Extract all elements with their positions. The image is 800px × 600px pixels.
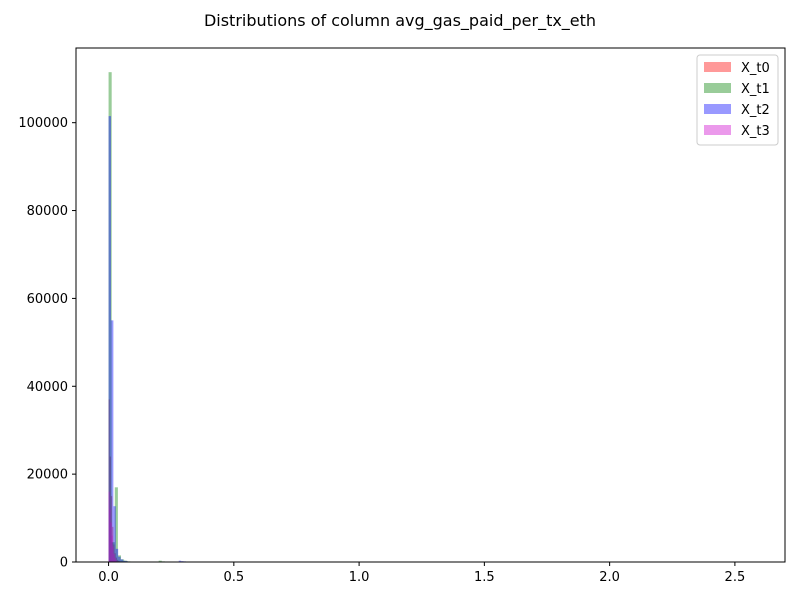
bar-X_t3-5: [113, 554, 115, 562]
legend-box: [696, 54, 779, 146]
bar-X_t2-4: [118, 556, 121, 562]
bar-X_t2-9: [178, 560, 182, 562]
bar-X_t3-2: [110, 522, 112, 562]
bar-X_t2-5: [120, 559, 123, 562]
y-tick-label-3: 60000: [27, 292, 68, 307]
y-tick-label-0: 0: [60, 556, 68, 571]
legend-label-X_t2: X_t2: [741, 103, 770, 118]
series-X_t3: [108, 491, 117, 562]
bar-X_t0-8: [118, 560, 120, 562]
bar-X_t0-3: [112, 526, 114, 562]
legend-label-X_t3: X_t3: [741, 124, 770, 139]
y-tick-label-1: 20000: [27, 468, 68, 483]
x-tick-label-1: 0.5: [223, 570, 244, 585]
x-tick-label-2: 1.0: [349, 570, 370, 585]
bar-X_t0-2: [110, 496, 113, 562]
bar-X_t1-2: [114, 487, 118, 562]
legend-label-X_t0: X_t0: [741, 61, 770, 76]
legend-swatch-X_t1: [704, 83, 731, 93]
legend-swatch-X_t0: [704, 62, 731, 72]
bar-X_t0-4: [113, 544, 115, 562]
bar-X_t0-0: [108, 399, 110, 562]
bar-X_t2-0: [108, 116, 111, 562]
legend: X_t0 X_t1 X_t2 X_t3: [696, 54, 779, 146]
x-tick-label-3: 1.5: [474, 570, 495, 585]
legend-swatch-X_t3: [704, 125, 731, 135]
bar-X_t2-6: [122, 560, 126, 562]
bar-X_t3-6: [114, 558, 116, 562]
legend-label-X_t1: X_t1: [741, 82, 770, 97]
bar-X_t1-7: [158, 560, 162, 562]
x-tick-label-0: 0.0: [98, 570, 119, 585]
series-X_t1: [108, 72, 165, 563]
series-X_t2: [108, 116, 186, 562]
axes-layer: 0.0 0.5 1.0 1.5 2.0 2.5 0 20000 40000 60000 80000 1…: [18, 47, 786, 585]
bar-X_t3-0: [108, 491, 110, 562]
bar-X_t3-3: [111, 535, 113, 562]
bar-X_t0-6: [115, 557, 117, 562]
y-tick-label-4: 80000: [27, 204, 68, 219]
bar-X_t2-1: [110, 320, 114, 562]
bar-X_t3-7: [115, 560, 117, 562]
x-tick-label-5: 2.5: [725, 570, 746, 585]
x-tick-label-4: 2.0: [599, 570, 620, 585]
bar-X_t1-1: [111, 542, 115, 562]
plot-frame: [75, 47, 786, 563]
bar-X_t0-7: [116, 559, 119, 562]
bar-X_t2-3: [115, 548, 119, 562]
bar-X_t3-4: [112, 546, 114, 562]
bar-X_t1-3: [117, 555, 121, 562]
bar-X_t3-1: [109, 509, 111, 562]
legend-swatch-X_t2: [704, 104, 731, 114]
bar-X_t0-5: [114, 553, 116, 562]
y-tick-label-5: 100000: [18, 116, 68, 131]
chart-title: Distributions of column avg_gas_paid_per…: [204, 11, 596, 31]
bar-X_t0-1: [109, 456, 111, 562]
bar-X_t1-5: [124, 560, 128, 562]
y-tick-label-2: 40000: [27, 380, 68, 395]
bar-X_t1-4: [120, 559, 125, 562]
bars-layer: [108, 72, 186, 563]
bar-X_t1-0: [108, 72, 112, 563]
bar-X_t2-2: [113, 506, 116, 562]
